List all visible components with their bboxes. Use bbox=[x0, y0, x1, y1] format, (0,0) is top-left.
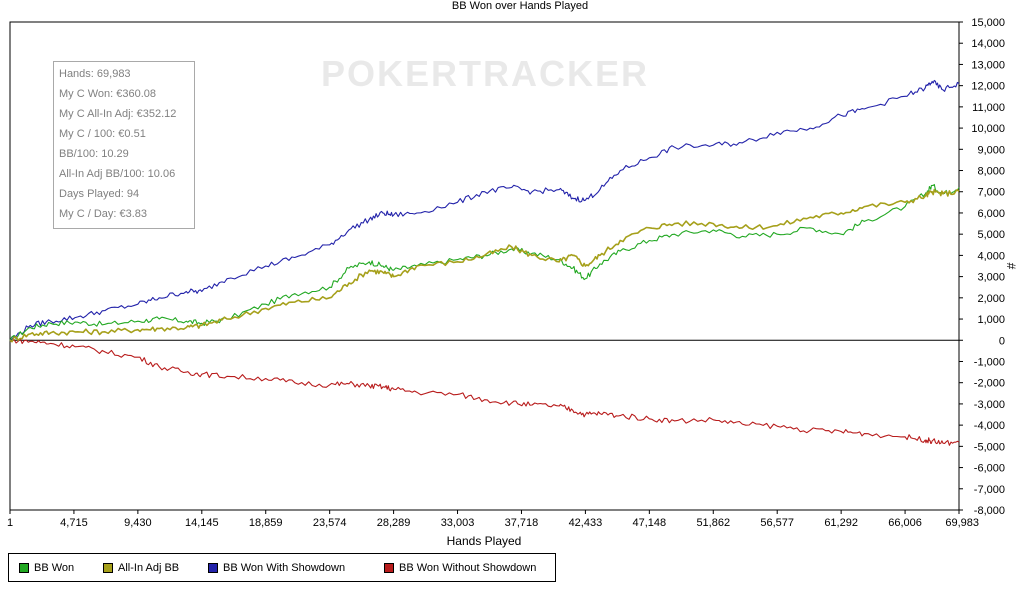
y-tick-label: -8,000 bbox=[974, 505, 1005, 517]
y-tick-label: 1,000 bbox=[977, 314, 1005, 326]
legend-swatch-bb-won-with-showdown bbox=[208, 563, 218, 573]
stat-bb-per-100: BB/100: 10.29 bbox=[59, 148, 129, 160]
y-tick-label: 5,000 bbox=[977, 229, 1005, 241]
stat-my-c-won: My C Won: €360.08 bbox=[59, 88, 157, 100]
y-tick-label: 3,000 bbox=[977, 272, 1005, 284]
watermark: POKERTRACKER bbox=[321, 53, 649, 94]
y-axis-title: # bbox=[1004, 263, 1018, 270]
x-tick-label: 1 bbox=[7, 517, 13, 529]
y-tick-label: -5,000 bbox=[974, 441, 1005, 453]
y-tick-label: -3,000 bbox=[974, 399, 1005, 411]
stats-box: Hands: 69,983 My C Won: €360.08 My C All… bbox=[53, 61, 195, 229]
y-tick-label: 14,000 bbox=[971, 38, 1005, 50]
y-tick-label: 4,000 bbox=[977, 250, 1005, 262]
legend-item-bb-won-without-showdown[interactable]: BB Won Without Showdown bbox=[384, 561, 536, 575]
legend-item-allin-adj-bb[interactable]: All-In Adj BB bbox=[103, 561, 179, 575]
y-tick-label: -6,000 bbox=[974, 463, 1005, 475]
y-tick-label: 13,000 bbox=[971, 59, 1005, 71]
y-tick-label: 8,000 bbox=[977, 166, 1005, 178]
x-tick-label: 14,145 bbox=[185, 517, 219, 529]
y-tick-label: 6,000 bbox=[977, 208, 1005, 220]
x-tick-label: 18,859 bbox=[249, 517, 283, 529]
y-tick-label: 12,000 bbox=[971, 81, 1005, 93]
y-tick-label: 11,000 bbox=[972, 102, 1005, 114]
chart-title: BB Won over Hands Played bbox=[452, 0, 588, 12]
legend-swatch-bb-won-without-showdown bbox=[384, 563, 394, 573]
x-tick-label: 51,862 bbox=[696, 517, 730, 529]
y-axis: 15,000 14,000 13,000 12,000 11,000 10,000 9,00… bbox=[959, 17, 1005, 517]
stat-my-c-allin-adj: My C All-In Adj: €352.12 bbox=[59, 108, 177, 120]
x-axis-title: Hands Played bbox=[447, 534, 522, 548]
series-group bbox=[9, 79, 960, 446]
x-tick-label: 42,433 bbox=[569, 517, 603, 529]
legend-label: BB Won With Showdown bbox=[223, 562, 346, 574]
x-tick-label: 47,148 bbox=[633, 517, 667, 529]
series-line-all-in-adj-bb bbox=[9, 188, 960, 343]
series-line-bb-won-without-showdown bbox=[9, 337, 960, 446]
x-tick-label: 23,574 bbox=[313, 517, 347, 529]
legend-swatch-allin-adj-bb bbox=[103, 563, 113, 573]
x-tick-label: 37,718 bbox=[505, 517, 539, 529]
stat-hands: Hands: 69,983 bbox=[59, 68, 131, 80]
legend-label: BB Won Without Showdown bbox=[399, 562, 537, 574]
x-tick-label: 4,715 bbox=[60, 517, 88, 529]
x-tick-label: 56,577 bbox=[760, 517, 794, 529]
y-tick-label: -4,000 bbox=[974, 420, 1005, 432]
x-tick-label: 66,006 bbox=[888, 517, 922, 529]
y-tick-label: 9,000 bbox=[977, 144, 1005, 156]
stat-days-played: Days Played: 94 bbox=[59, 188, 140, 200]
legend-label: All-In Adj BB bbox=[118, 562, 180, 574]
stat-my-c-per-day: My C / Day: €3.83 bbox=[59, 208, 148, 220]
y-tick-label: -7,000 bbox=[974, 484, 1005, 496]
y-tick-label: 7,000 bbox=[977, 187, 1005, 199]
y-tick-label: 10,000 bbox=[971, 123, 1005, 135]
series-line-bb-won bbox=[9, 183, 960, 341]
x-tick-label: 9,430 bbox=[124, 517, 152, 529]
stat-allin-adj-bb-per-100: All-In Adj BB/100: 10.06 bbox=[59, 168, 176, 180]
legend: BB Won All-In Adj BB BB Won With Showdow… bbox=[8, 553, 556, 582]
series-line-bb-won-with-showdown bbox=[9, 79, 960, 341]
y-tick-label: -2,000 bbox=[974, 378, 1005, 390]
legend-label: BB Won bbox=[34, 562, 75, 574]
stat-my-c-per-100: My C / 100: €0.51 bbox=[59, 128, 146, 140]
x-tick-label: 61,292 bbox=[824, 517, 858, 529]
y-tick-label: 2,000 bbox=[977, 293, 1005, 305]
legend-swatch-bb-won bbox=[19, 563, 29, 573]
x-tick-label: 28,289 bbox=[377, 517, 411, 529]
y-tick-label: -1,000 bbox=[974, 356, 1005, 368]
y-tick-label: 0 bbox=[999, 335, 1005, 347]
legend-item-bb-won-with-showdown[interactable]: BB Won With Showdown bbox=[208, 561, 345, 575]
legend-item-bb-won[interactable]: BB Won bbox=[19, 561, 74, 575]
x-axis: 1 4,715 9,430 14,145 18,859 23,574 28,289 33,00… bbox=[7, 510, 979, 529]
x-tick-label: 69,983 bbox=[945, 517, 979, 529]
y-tick-label: 15,000 bbox=[971, 17, 1005, 29]
x-tick-label: 33,003 bbox=[441, 517, 475, 529]
